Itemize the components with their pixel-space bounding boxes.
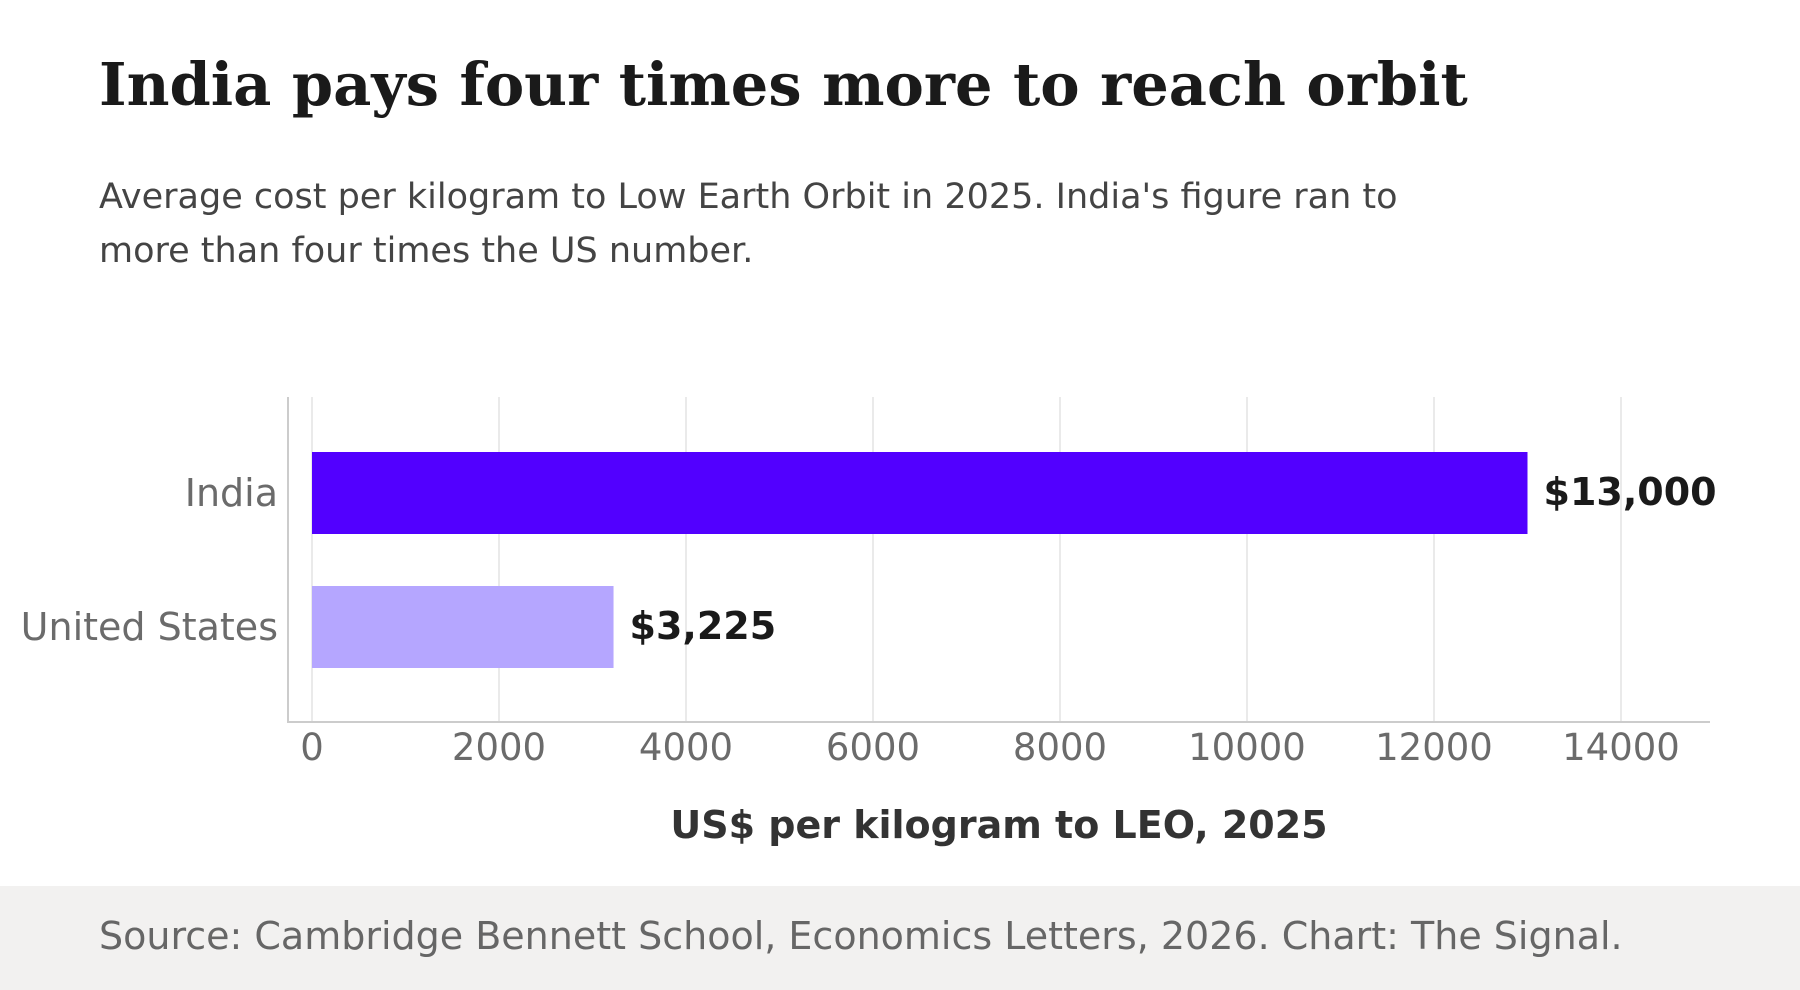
- chart-title: India pays four times more to reach orbi…: [99, 50, 1468, 119]
- x-tick-label: 14000: [1562, 726, 1680, 769]
- x-tick-label: 0: [300, 726, 324, 769]
- x-tick-label: 2000: [452, 726, 546, 769]
- chart-subtitle: Average cost per kilogram to Low Earth O…: [99, 177, 1398, 271]
- x-axis-title: US$ per kilogram to LEO, 2025: [670, 803, 1327, 847]
- x-tick-label: 8000: [1013, 726, 1107, 769]
- x-tick-label: 12000: [1375, 726, 1493, 769]
- x-tick-label: 10000: [1188, 726, 1306, 769]
- category-label: India: [185, 471, 278, 515]
- x-tick-label: 4000: [639, 726, 733, 769]
- value-label: $3,225: [630, 604, 777, 648]
- footer: Source: Cambridge Bennett School, Econom…: [0, 886, 1800, 990]
- source-note: Source: Cambridge Bennett School, Econom…: [99, 914, 1623, 958]
- bar-chart: 0 2000 4000 6000 8000 10000 12000 14000 India $13…: [21, 397, 1717, 847]
- bar-united-states: [312, 586, 614, 668]
- bar-india: [312, 452, 1528, 534]
- category-label: United States: [21, 605, 278, 649]
- x-tick-label: 6000: [826, 726, 920, 769]
- value-label: $13,000: [1544, 470, 1717, 514]
